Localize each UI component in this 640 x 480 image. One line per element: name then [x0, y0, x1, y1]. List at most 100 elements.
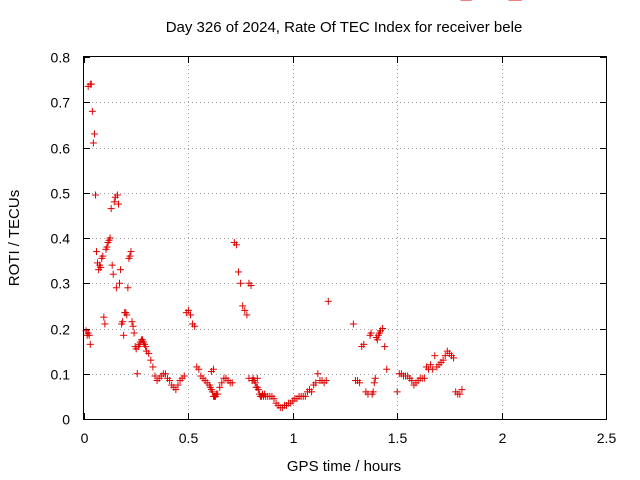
x-tick-label: 1.5 — [388, 430, 408, 446]
data-point — [114, 200, 122, 208]
y-tick-labels: 0 0.1 0.2 0.3 0.4 0.5 0.6 0.7 0.8 — [51, 50, 71, 428]
data-point — [247, 282, 255, 290]
x-tick-label: 2 — [499, 430, 507, 446]
data-point — [123, 311, 131, 319]
y-tick-label: 0.7 — [51, 95, 71, 111]
data-point — [251, 379, 259, 387]
data-point — [172, 386, 180, 394]
x-tick-label: 0.5 — [179, 430, 199, 446]
data-point — [85, 331, 93, 339]
grid-lines — [84, 57, 606, 419]
data-point — [439, 356, 447, 364]
data-point — [151, 372, 159, 380]
data-point — [301, 392, 309, 400]
y-tick-label: 0.5 — [51, 186, 71, 202]
data-point — [120, 331, 128, 339]
data-point — [90, 130, 98, 138]
data-point — [214, 390, 222, 398]
data-points — [82, 0, 522, 412]
y-tick-label: 0.6 — [51, 141, 71, 157]
data-point — [254, 386, 262, 394]
data-point — [456, 390, 464, 398]
y-tick-label: 0.1 — [51, 367, 71, 383]
data-point — [370, 379, 378, 387]
data-point — [218, 379, 226, 387]
y-axis-label: ROTI / TECUs — [6, 190, 23, 286]
data-point — [93, 248, 101, 256]
x-tick-label: 2.5 — [597, 430, 617, 446]
data-point — [441, 352, 449, 360]
data-point — [322, 377, 330, 385]
data-point — [107, 205, 115, 213]
data-point — [369, 388, 377, 396]
data-point — [356, 379, 364, 387]
data-point — [239, 302, 247, 310]
y-tick-label: 0.3 — [51, 276, 71, 292]
data-point — [186, 311, 194, 319]
data-point — [383, 365, 391, 373]
data-point — [235, 268, 243, 276]
data-point — [133, 370, 141, 378]
data-point — [86, 340, 94, 348]
data-point — [349, 320, 357, 328]
data-point — [450, 354, 458, 362]
data-point — [88, 107, 96, 115]
data-point — [100, 313, 108, 321]
data-point — [99, 252, 107, 260]
data-point — [381, 343, 389, 351]
data-point — [113, 191, 121, 199]
data-point — [429, 365, 437, 373]
data-point — [208, 388, 216, 396]
data-point — [270, 395, 278, 403]
data-point — [314, 370, 322, 378]
data-point — [110, 198, 118, 206]
y-tick-label: 0.2 — [51, 322, 71, 338]
data-point — [195, 365, 203, 373]
data-point — [431, 352, 439, 360]
data-point — [166, 377, 174, 385]
data-point — [408, 377, 416, 385]
data-point — [253, 374, 261, 382]
data-point — [243, 311, 251, 319]
data-point — [117, 266, 125, 274]
data-point — [241, 306, 249, 314]
data-point — [130, 329, 138, 337]
data-point — [91, 191, 99, 199]
data-point — [109, 270, 117, 278]
x-tick-label: 1 — [290, 430, 298, 446]
data-point — [184, 306, 192, 314]
data-point — [126, 252, 134, 260]
data-point — [174, 381, 182, 389]
data-point — [427, 361, 435, 369]
data-point — [108, 261, 116, 269]
data-point — [312, 379, 320, 387]
data-point — [161, 370, 169, 378]
data-point — [237, 279, 245, 287]
y-tick-label: 0.8 — [51, 50, 71, 66]
data-point — [373, 336, 381, 344]
x-tick-label: 0 — [81, 430, 89, 446]
data-point — [106, 234, 114, 242]
data-point — [101, 320, 109, 328]
data-point — [245, 374, 253, 382]
data-point — [379, 325, 387, 332]
data-point — [149, 363, 157, 371]
data-point — [145, 349, 153, 357]
data-point — [180, 372, 188, 380]
data-point — [216, 383, 224, 391]
x-axis-label: GPS time / hours — [287, 458, 401, 475]
data-point — [129, 322, 137, 330]
y-tick-label: 0.4 — [51, 231, 71, 247]
data-point — [371, 374, 379, 382]
data-point — [127, 248, 135, 256]
data-point — [112, 284, 120, 292]
data-point — [308, 388, 316, 396]
data-point — [228, 379, 236, 387]
data-point — [420, 374, 428, 382]
data-point — [393, 388, 401, 396]
data-point — [191, 322, 199, 330]
data-point — [324, 297, 332, 305]
data-point — [458, 386, 466, 394]
